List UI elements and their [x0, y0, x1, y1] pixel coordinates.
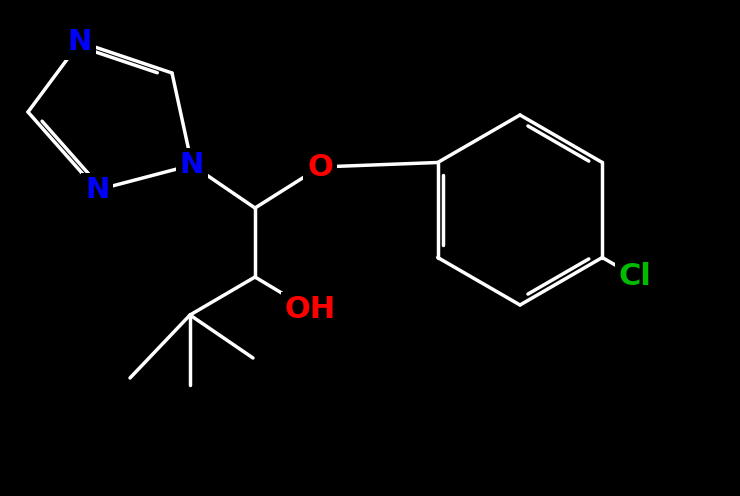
Text: O: O: [307, 152, 333, 182]
Text: OH: OH: [284, 296, 336, 324]
Text: N: N: [180, 151, 204, 179]
Text: Cl: Cl: [619, 262, 652, 291]
Text: N: N: [85, 176, 109, 204]
Text: N: N: [68, 28, 92, 56]
